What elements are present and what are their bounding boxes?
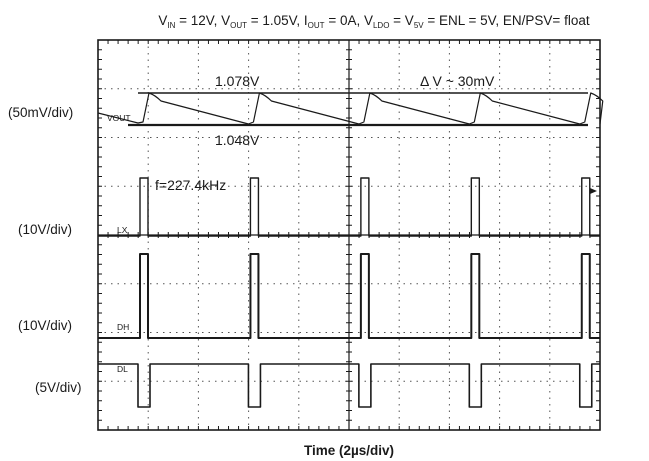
trigger-marker — [590, 188, 597, 194]
channel-tag-dh: DH — [117, 322, 129, 332]
title-subscript: IN — [167, 21, 175, 30]
dh-trace — [98, 253, 600, 339]
channel-tag-lx: LX — [117, 225, 128, 235]
scope-traces — [97, 92, 604, 408]
annotation-vmax: 1.078V — [215, 73, 260, 89]
scale-label-dh: (10V/div) — [18, 318, 72, 333]
x-axis-label: Time (2µs/div) — [304, 443, 394, 458]
scale-label-dl: (5V/div) — [35, 380, 82, 395]
scale-label-lx: (10V/div) — [18, 222, 72, 237]
channel-tag-vout: VOUT — [107, 113, 131, 123]
title-segment: = 0A, V — [325, 13, 373, 28]
annotation-vmin: 1.048V — [215, 132, 260, 148]
title-subscript: OUT — [230, 21, 247, 30]
title-segment: = 1.05V, I — [247, 13, 308, 28]
title-segment: = ENL = 5V, EN/PSV= float — [424, 13, 590, 28]
title-segment: = V — [389, 13, 413, 28]
chart-title: VIN = 12V, VOUT = 1.05V, IOUT = 0A, VLDO… — [158, 13, 589, 30]
title-subscript: LDO — [373, 21, 389, 30]
annotation-frequency: f=227.4kHz — [155, 177, 226, 193]
lx-trace — [98, 177, 600, 237]
scope-graticule — [97, 39, 601, 431]
channel-tag-dl: DL — [117, 364, 128, 374]
vout-trace — [97, 92, 604, 125]
title-subscript: OUT — [308, 21, 325, 30]
title-subscript: 5V — [414, 21, 424, 30]
title-segment: = 12V, V — [175, 13, 230, 28]
scale-label-vout: (50mV/div) — [8, 105, 73, 120]
annotation-ripple: Δ V ~ 30mV — [420, 73, 495, 89]
dl-trace — [98, 363, 600, 408]
title-segment: V — [158, 13, 167, 28]
